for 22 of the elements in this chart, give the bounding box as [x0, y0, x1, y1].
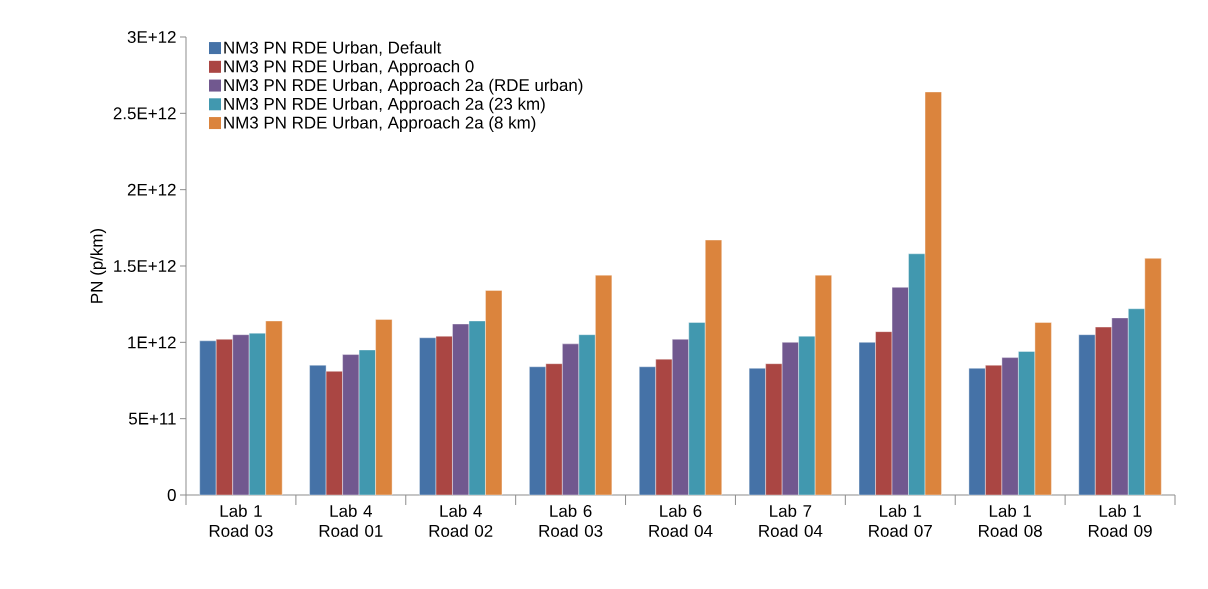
legend-label: NM3 PN RDE Urban, Default	[224, 41, 442, 56]
x-tick-label: Lab 1 Road 03	[209, 504, 273, 537]
y-tick-label: 0	[167, 489, 176, 501]
y-tick-label: 2E+12	[127, 183, 176, 196]
y-tick-label: 1E+12	[128, 336, 176, 349]
y-tick-label: 5E+11	[128, 412, 176, 425]
x-tick-label: Lab 1 Road 07	[869, 504, 932, 537]
legend-label: NM3 PN RDE Urban, Approach 2a (RDE urban)	[224, 78, 583, 95]
x-tick-label: Lab 7 Road 04	[759, 504, 823, 537]
x-tick-label: Lab 4 Road 01	[319, 504, 383, 537]
x-tick-label: Lab 1 Road 08	[979, 504, 1042, 537]
y-tick-label: 1.5E+12	[114, 260, 176, 272]
legend-label: NM3 PN RDE Urban, Approach 2a (23 km)	[224, 97, 545, 114]
y-tick-label: 2.5E+12	[113, 107, 176, 120]
x-tick-label: Lab 6 Road 04	[649, 504, 713, 537]
y-axis-title: PN (p/km)	[90, 228, 107, 303]
x-tick-label: Lab 6 Road 03	[539, 504, 603, 537]
legend-label: NM3 PN RDE Urban, Approach 0	[224, 59, 474, 76]
y-tick-label: 3E+12	[127, 31, 176, 43]
x-tick-label: Lab 4 Road 02	[429, 504, 493, 537]
x-tick-label: Lab 1 Road 09	[1088, 504, 1152, 537]
legend-label: NM3 PN RDE Urban, Approach 2a (8 km)	[224, 116, 536, 132]
